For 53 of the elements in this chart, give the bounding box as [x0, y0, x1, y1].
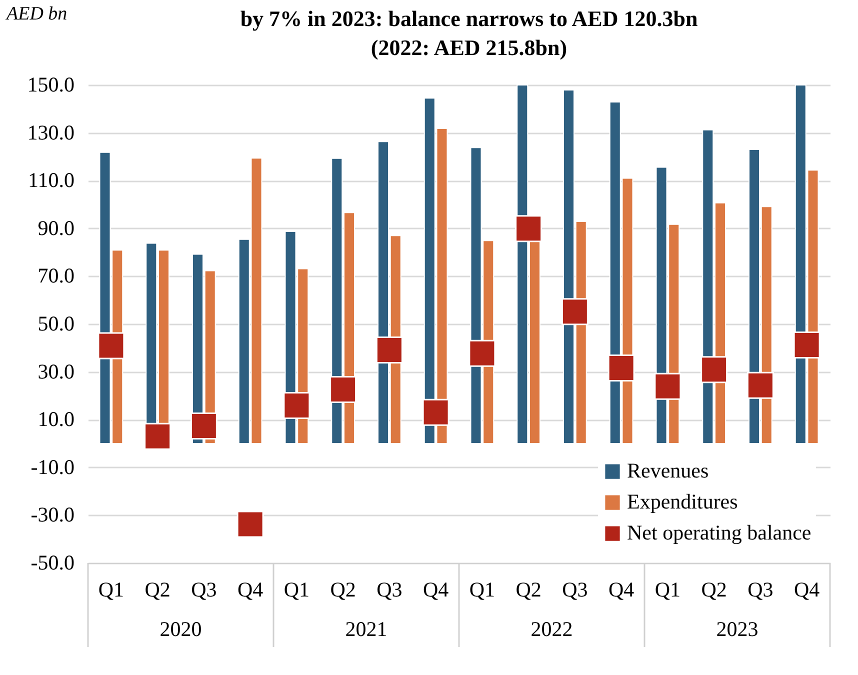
legend-label: Revenues: [627, 458, 709, 482]
x-tick-label: Q3: [748, 578, 774, 602]
y-tick-label: -30.0: [30, 502, 74, 527]
y-tick-label: 30.0: [38, 359, 74, 384]
y-tick-label: 70.0: [38, 264, 74, 288]
text: 2020: [160, 617, 202, 641]
x-tick-label: Q4: [237, 578, 264, 602]
point: [422, 398, 450, 426]
x-tick-label: Q1: [654, 578, 681, 602]
legend-label: Net operating balance: [627, 520, 812, 544]
point: [330, 376, 357, 403]
point: [144, 422, 172, 450]
point: [654, 372, 682, 400]
point: [608, 354, 635, 382]
x-tick-label: Q1: [469, 578, 496, 602]
x-tick-label: Q2: [701, 578, 727, 602]
text: (2022: AED 215.8bn): [370, 35, 568, 60]
text: 2022: [530, 617, 573, 641]
point: [283, 392, 310, 419]
legend-label: Expenditures: [627, 490, 738, 514]
x-tick-label: Q4: [608, 578, 635, 602]
x-tick-label: Q4: [422, 578, 450, 602]
point: [236, 510, 264, 538]
text: by 7% in 2023: balance narrows to AED 120.3bn: [240, 6, 698, 31]
text: 2023: [716, 617, 758, 641]
point: [700, 356, 728, 384]
point: [561, 298, 588, 326]
y-tick-label: 110.0: [28, 168, 74, 192]
point: [468, 340, 496, 367]
y-axis-title: AED bn: [4, 4, 68, 24]
x-tick-label: Q1: [284, 578, 310, 602]
x-tick-label: Q3: [376, 578, 402, 602]
text: 2021: [345, 617, 388, 641]
y-tick-label: 130.0: [27, 120, 74, 144]
y-tick-label: 10.0: [38, 407, 74, 432]
point: [793, 332, 820, 359]
x-tick-label: Q2: [516, 578, 542, 602]
x-tick-label: Q3: [191, 578, 217, 602]
point: [746, 372, 774, 399]
x-tick-label: Q1: [98, 578, 124, 602]
y-tick-label: 150.0: [27, 72, 74, 96]
point: [515, 215, 542, 242]
y-tick-label: -10.0: [30, 454, 74, 479]
x-tick-label: Q4: [794, 578, 820, 602]
point: [98, 332, 125, 360]
y-tick-label: 90.0: [38, 216, 74, 240]
x-tick-label: Q2: [144, 578, 170, 602]
x-tick-label: Q2: [330, 578, 356, 602]
x-tick-label: Q3: [562, 578, 588, 602]
point: [190, 412, 218, 440]
y-tick-label: 50.0: [38, 312, 74, 336]
point: [376, 336, 403, 364]
y-tick-label: -50.0: [30, 550, 74, 574]
